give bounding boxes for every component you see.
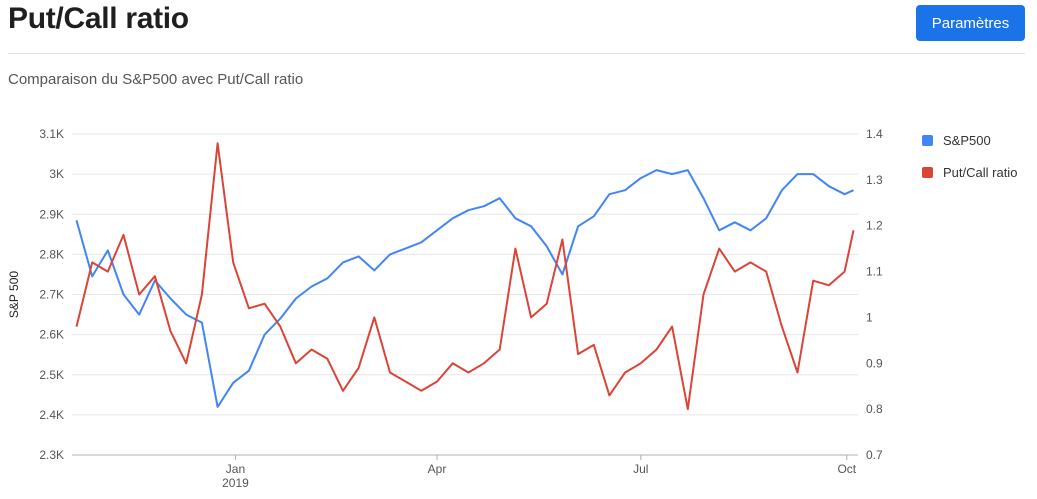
y-right-tick-label: 1 <box>866 310 873 324</box>
y-right-tick-label: 0.7 <box>866 448 883 462</box>
y-right-tick-label: 1.4 <box>866 127 883 141</box>
y-right-tick-label: 0.8 <box>866 402 883 416</box>
y-right-tick-label: 0.9 <box>866 356 883 370</box>
y-left-tick-label: 3K <box>49 167 64 181</box>
y-left-tick-label: 2.4K <box>39 408 64 422</box>
sp500-line <box>75 169 854 408</box>
putcall-line <box>75 142 855 411</box>
page-title: Put/Call ratio <box>8 2 189 35</box>
x-tick-label: Apr <box>428 462 447 476</box>
y-left-tick-label: 2.5K <box>39 368 64 382</box>
chart-legend: S&P500 Put/Call ratio <box>922 132 1017 196</box>
y-right-tick-label: 1.2 <box>866 219 883 233</box>
legend-label-sp500: S&P500 <box>943 132 991 148</box>
y-left-tick-label: 3.1K <box>39 127 64 141</box>
legend-swatch-putcall <box>922 166 933 178</box>
x-tick-sublabel: 2019 <box>222 476 249 490</box>
y-left-tick-label: 2.9K <box>39 207 64 221</box>
legend-swatch-sp500 <box>922 134 933 146</box>
y-left-tick-label: 2.8K <box>39 247 64 261</box>
header-divider <box>8 53 1025 54</box>
legend-item-putcall[interactable]: Put/Call ratio <box>922 164 1017 180</box>
x-tick-label: Jan <box>226 462 245 476</box>
chart-subtitle: Comparaison du S&P500 avec Put/Call rati… <box>8 71 304 88</box>
y-left-tick-label: 2.6K <box>39 328 64 342</box>
y-left-tick-label: 2.7K <box>39 288 64 302</box>
x-tick-label: Jul <box>633 462 648 476</box>
y-left-tick-label: 2.3K <box>39 448 64 462</box>
y-right-tick-label: 1.3 <box>866 173 883 187</box>
x-tick-label: Oct <box>837 462 856 476</box>
y-left-axis-title: S&P 500 <box>7 271 21 318</box>
y-right-tick-label: 1.1 <box>866 265 883 279</box>
legend-label-putcall: Put/Call ratio <box>943 164 1018 180</box>
legend-item-sp500[interactable]: S&P500 <box>922 132 1017 148</box>
settings-button[interactable]: Paramètres <box>916 5 1025 41</box>
